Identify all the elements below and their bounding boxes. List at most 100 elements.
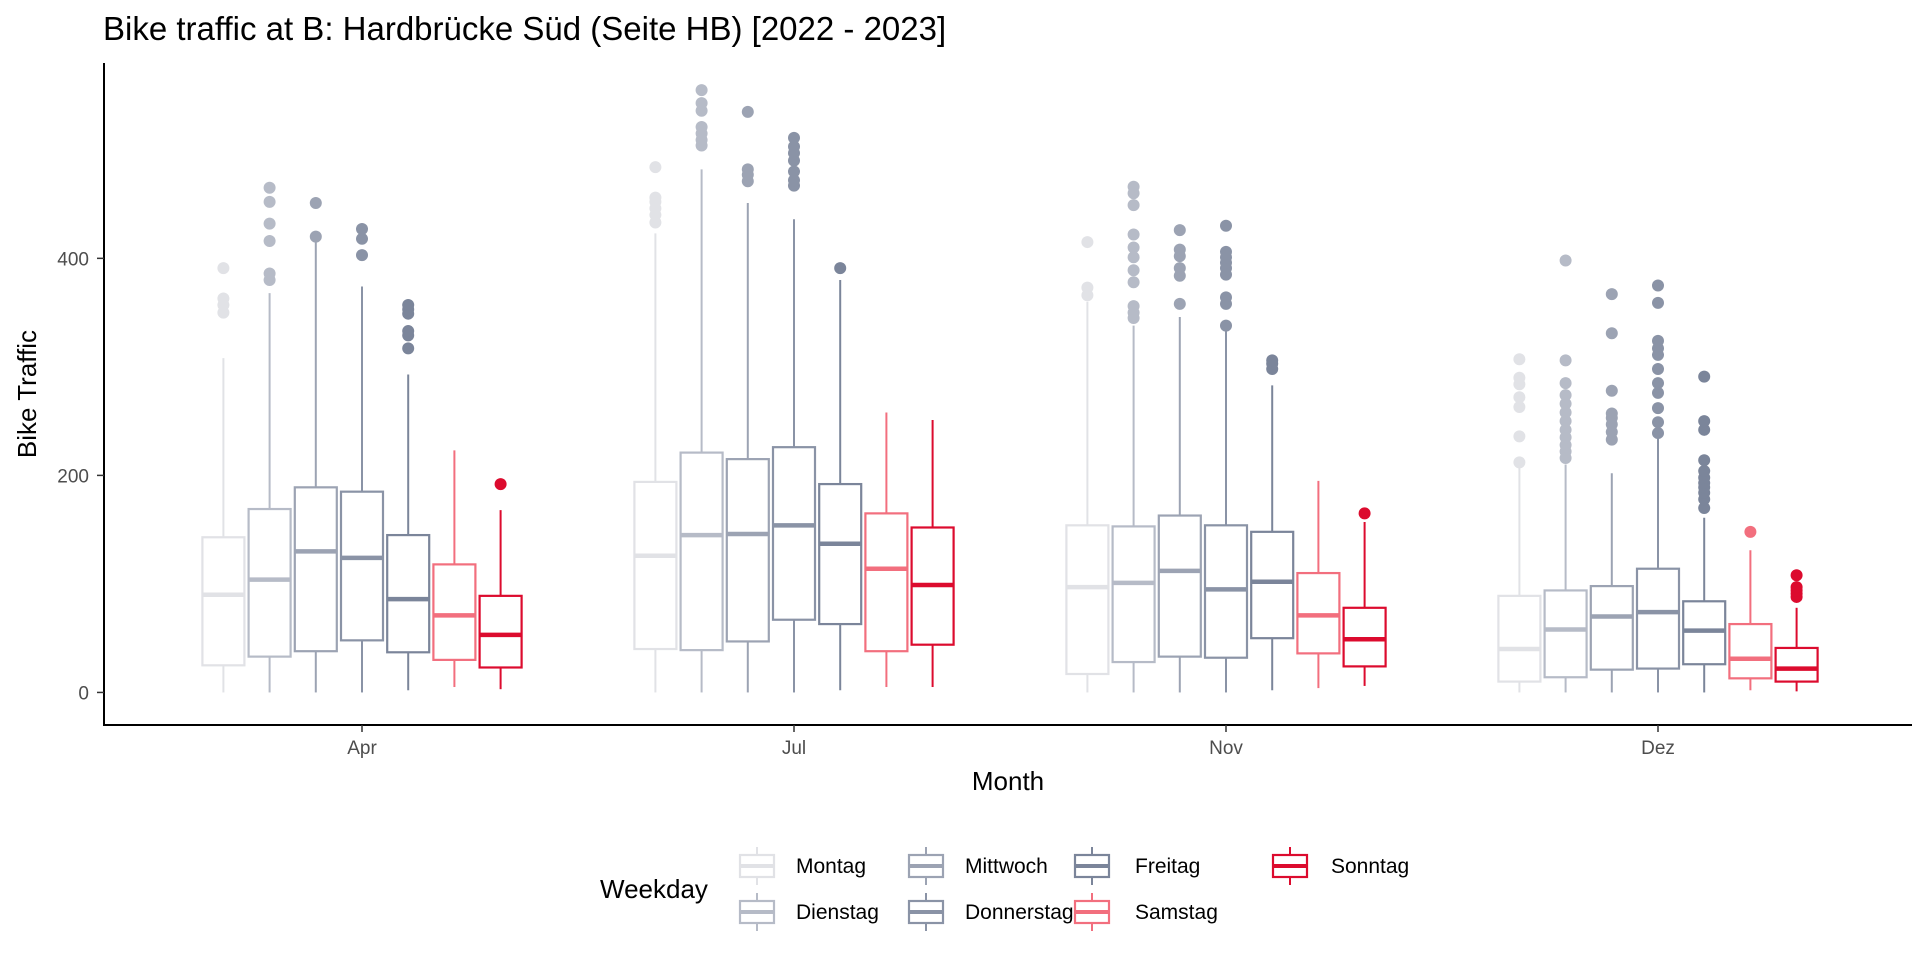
outlier-point [1652,296,1664,309]
outlier-point [1266,354,1279,367]
box-donnerstag-dez [1635,279,1681,693]
box-sonntag-dez [1774,569,1819,692]
outlier-point [1698,415,1711,428]
box-body [1157,514,1202,658]
outlier-point [1173,297,1186,310]
outlier-point [1605,384,1618,397]
box-donnerstag-apr [339,223,385,693]
outlier-point [402,342,415,355]
outlier-point [1652,416,1664,429]
box-samstag-jul [864,412,909,688]
box-body [1065,524,1110,676]
box-dienstag-dez [1543,254,1588,693]
outlier-point [1127,251,1140,264]
outlier-point [1513,456,1526,469]
outlier-point [263,195,276,208]
box-freitag-nov [1250,354,1295,691]
outlier-point [1698,423,1711,436]
box-mittwoch-jul [725,105,770,693]
legend-key-montag [738,847,776,885]
outlier-point [1652,427,1664,440]
outlier-point [356,232,368,245]
outlier-point [1559,389,1572,402]
outlier-point [1605,288,1618,301]
box-body [247,507,292,658]
outlier-point [309,196,322,209]
outlier-point [1559,415,1572,428]
outlier-point [1127,199,1140,212]
box-body [864,512,909,653]
outlier-point [1559,354,1572,367]
box-body [201,536,246,667]
box-mittwoch-nov [1157,224,1202,693]
outlier-point [1513,391,1526,404]
outlier-point [1744,525,1757,538]
outlier-point [1220,319,1232,332]
outlier-point [1559,423,1572,436]
series-montag [201,161,1542,693]
box-montag-dez [1497,353,1542,693]
outlier-point [695,121,708,134]
outlier-point [1513,401,1526,414]
outlier-point [1127,264,1140,277]
box-body [432,563,477,661]
legend-label-dienstag: Dienstag [796,901,879,924]
outlier-point [649,161,662,174]
legend-key-dienstag [738,893,776,931]
outlier-point [1652,363,1664,376]
box-body [1728,622,1773,680]
outlier-point [788,174,800,187]
box-freitag-dez [1682,370,1727,693]
legend-label-mittwoch: Mittwoch [965,855,1048,878]
outlier-point [1513,371,1526,384]
box-freitag-jul [818,262,863,691]
x-tick-label: Dez [1641,738,1675,759]
legend-label-donnerstag: Donnerstag [965,901,1074,924]
outlier-point [1652,334,1664,347]
outlier-point [1559,254,1572,267]
box-montag-jul [633,161,678,693]
outlier-point [1559,377,1572,390]
outlier-point [788,140,800,153]
outlier-point [1605,407,1618,420]
legend-label-sonntag: Sonntag [1331,855,1409,878]
outlier-point [1559,406,1572,419]
outlier-point [263,234,276,247]
box-donnerstag-jul [771,131,817,693]
outlier-point [494,478,507,491]
outlier-point [1127,300,1140,313]
outlier-point [834,262,847,275]
box-body [725,458,770,643]
box-samstag-dez [1728,525,1773,691]
outlier-point [1652,377,1664,390]
box-body [1589,584,1634,671]
y-axis-title: Bike Traffic [12,330,42,458]
legend-title: Weekday [600,874,708,904]
x-tick-label: Apr [347,738,377,759]
outlier-point [741,163,754,176]
outlier-point [217,292,230,305]
outlier-point [1173,224,1186,237]
outlier-point [1513,430,1526,443]
legend-key-mittwoch [907,847,945,885]
outlier-point [1358,507,1371,520]
box-body [1250,530,1295,640]
x-axis-title: Month [972,766,1044,796]
outlier-point [1652,386,1664,399]
legend: Weekday Montag Dienstag Mittwoch Donnerstag… [600,847,1409,931]
outlier-point [402,299,415,312]
outlier-point [263,181,276,194]
box-freitag-apr [386,299,431,691]
outlier-point [1652,279,1664,292]
box-body [1635,567,1681,670]
box-body [478,594,523,669]
box-body [339,490,385,642]
box-body [633,480,678,651]
outlier-point [1220,291,1232,304]
y-axis-ticks: 0 200 400 [57,249,104,704]
outlier-point [1698,454,1711,467]
outlier-point [1220,245,1232,258]
outlier-point [1698,501,1711,514]
outlier-point [356,223,368,236]
